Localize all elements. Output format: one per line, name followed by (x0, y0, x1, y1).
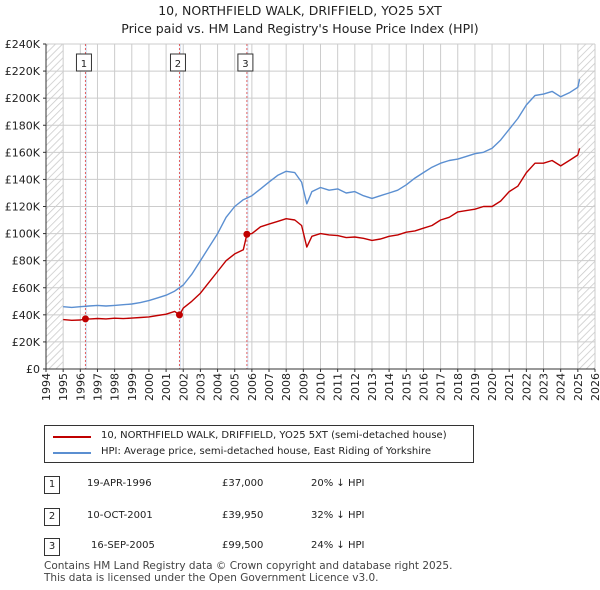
y-tick-label: £180K (5, 119, 41, 132)
property-price-line (63, 148, 581, 321)
sale-marker-label: 1 (81, 59, 87, 70)
x-tick-label: 2022 (520, 373, 533, 401)
x-tick-label: 2016 (417, 373, 430, 401)
sale-price: £99,500 (222, 540, 264, 551)
legend-label-hpi: HPI: Average price, semi-detached house,… (101, 446, 432, 457)
x-tick-label: 2002 (177, 373, 190, 401)
chart-subtitle: Price paid vs. HM Land Registry's House … (121, 21, 479, 36)
sale-number: 1 (44, 476, 60, 494)
y-tick-label: £240K (5, 38, 41, 51)
x-tick-label: 2009 (297, 373, 310, 401)
sale-marker-box (169, 53, 186, 72)
y-tick-label: £220K (5, 65, 41, 78)
x-tick-label: 2025 (572, 373, 585, 401)
sale-row: 3 16-SEP-2005 £99,500 24% ↓ HPI (0, 538, 600, 558)
legend-swatch-property (53, 436, 91, 438)
y-tick-label: £60K (12, 282, 41, 295)
x-tick-label: 2024 (555, 373, 568, 401)
sale-number: 3 (44, 538, 60, 556)
sale-point (175, 311, 183, 319)
sale-hpi-diff: 20% ↓ HPI (311, 478, 365, 489)
x-tick-label: 2012 (349, 373, 362, 401)
footer-copyright: Contains HM Land Registry data © Crown c… (44, 560, 453, 572)
x-tick-label: 2000 (143, 373, 156, 401)
x-tick-label: 2008 (280, 373, 293, 401)
sale-date: 16-SEP-2005 (91, 540, 155, 551)
sale-hpi-diff: 32% ↓ HPI (311, 510, 365, 521)
x-tick-label: 2010 (315, 373, 328, 401)
x-tick-label: 2004 (212, 373, 225, 401)
x-tick-label: 2018 (452, 373, 465, 401)
y-tick-label: £0 (26, 363, 40, 376)
y-tick-label: £40K (12, 309, 41, 322)
x-tick-label: 2019 (469, 373, 482, 401)
sale-marker-box (75, 53, 92, 72)
legend-swatch-hpi (53, 452, 91, 454)
y-tick-label: £140K (5, 173, 41, 186)
x-tick-label: 2011 (332, 373, 345, 401)
sale-point (81, 315, 89, 323)
x-tick-label: 1998 (109, 373, 122, 401)
x-tick-label: 2026 (589, 373, 600, 401)
sale-marker-box (237, 53, 254, 72)
x-tick-label: 2007 (263, 373, 276, 401)
x-tick-label: 1995 (57, 373, 70, 401)
x-tick-label: 2013 (366, 373, 379, 401)
sale-hpi-diff: 24% ↓ HPI (311, 540, 365, 551)
x-tick-label: 2023 (538, 373, 551, 401)
x-tick-label: 2005 (229, 373, 242, 401)
legend: 10, NORTHFIELD WALK, DRIFFIELD, YO25 5XT… (44, 425, 474, 463)
y-tick-label: £120K (5, 201, 41, 214)
chart-title: 10, NORTHFIELD WALK, DRIFFIELD, YO25 5XT (158, 3, 442, 18)
sale-marker-label: 3 (242, 59, 248, 70)
x-tick-label: 1996 (74, 373, 87, 401)
y-tick-label: £20K (12, 336, 41, 349)
y-tick-label: £160K (5, 146, 41, 159)
x-tick-label: 2014 (383, 373, 396, 401)
x-tick-label: 2003 (194, 373, 207, 401)
footer-licence: This data is licensed under the Open Gov… (44, 572, 379, 584)
y-tick-label: £80K (12, 255, 41, 268)
x-tick-label: 2001 (160, 373, 173, 401)
x-tick-label: 2006 (246, 373, 259, 401)
legend-label-property: 10, NORTHFIELD WALK, DRIFFIELD, YO25 5XT… (101, 430, 447, 441)
sale-marker-label: 2 (175, 59, 181, 70)
x-tick-label: 1999 (126, 373, 139, 401)
x-tick-label: 1994 (40, 373, 53, 401)
sale-price: £37,000 (222, 478, 264, 489)
sale-date: 10-OCT-2001 (87, 510, 153, 521)
sale-point (243, 230, 251, 238)
price-chart: 1 2 3 £0 £20K £40K £60K £80K £100K £120K £140K £16… (5, 38, 600, 401)
hpi-line (63, 79, 581, 309)
x-tick-label: 2015 (400, 373, 413, 401)
x-tick-label: 2017 (435, 373, 448, 401)
sale-date: 19-APR-1996 (87, 478, 152, 489)
sale-row: 1 19-APR-1996 £37,000 20% ↓ HPI (0, 476, 600, 496)
x-tick-label: 2020 (486, 373, 499, 401)
sale-number: 2 (44, 508, 60, 526)
y-tick-label: £100K (5, 228, 41, 241)
sale-row: 2 10-OCT-2001 £39,950 32% ↓ HPI (0, 508, 600, 528)
x-tick-label: 2021 (503, 373, 516, 401)
sale-price: £39,950 (222, 510, 264, 521)
x-tick-label: 1997 (91, 373, 104, 401)
y-tick-label: £200K (5, 92, 41, 105)
